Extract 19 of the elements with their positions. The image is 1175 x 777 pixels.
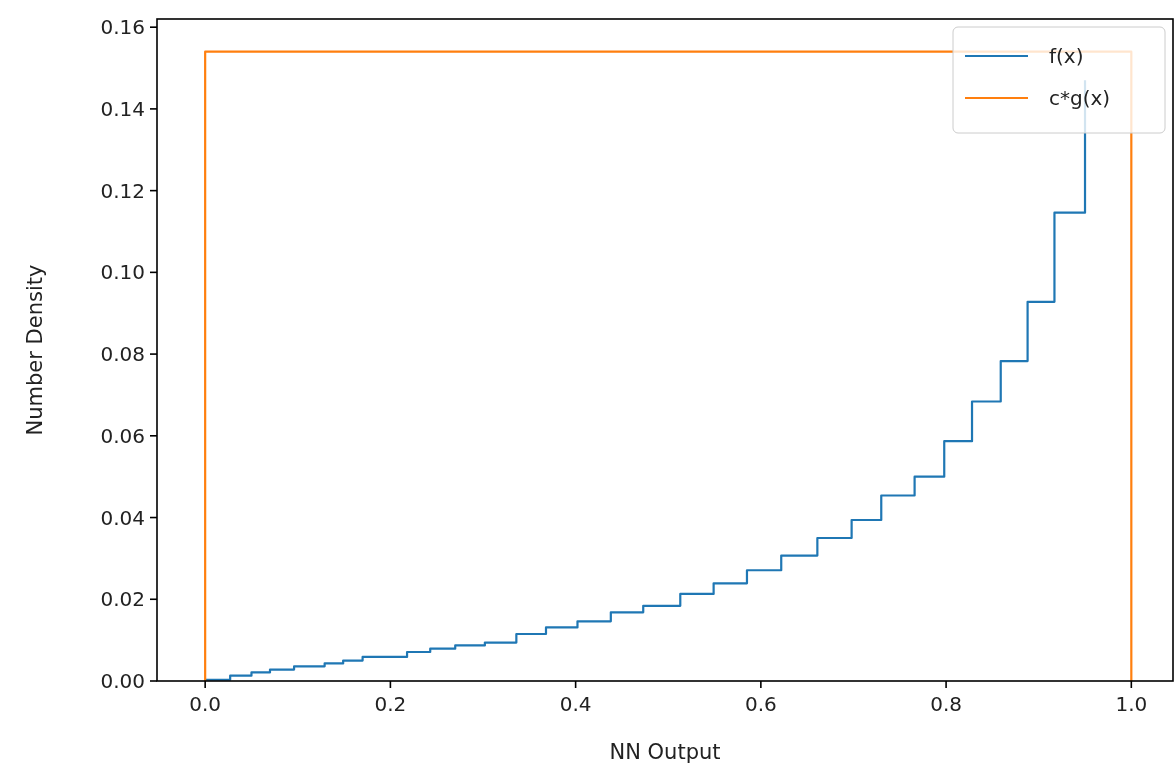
y-tick-label: 0.12 — [100, 178, 145, 203]
y-tick-label: 0.14 — [100, 96, 145, 121]
x-axis-title: NN Output — [609, 740, 721, 764]
y-tick-label: 0.00 — [100, 669, 145, 693]
x-tick-label: 0.2 — [374, 692, 407, 716]
y-tick-label: 0.16 — [100, 15, 145, 40]
legend-label: c*g(x) — [1049, 86, 1111, 110]
y-tick-label: 0.04 — [100, 505, 145, 530]
legend-label: f(x) — [1049, 44, 1084, 68]
y-tick-label: 0.10 — [100, 260, 145, 285]
x-tick-label: 0.4 — [559, 692, 592, 716]
x-tick-label: 1.0 — [1115, 692, 1148, 716]
y-tick-label: 0.06 — [100, 423, 145, 448]
y-tick-label: 0.02 — [100, 587, 145, 612]
x-tick-label: 0.0 — [189, 692, 222, 716]
y-tick-label: 0.08 — [100, 342, 145, 367]
y-axis-title: Number Density — [23, 264, 47, 436]
x-tick-label: 0.8 — [930, 692, 962, 716]
x-tick-label: 0.6 — [744, 692, 777, 716]
